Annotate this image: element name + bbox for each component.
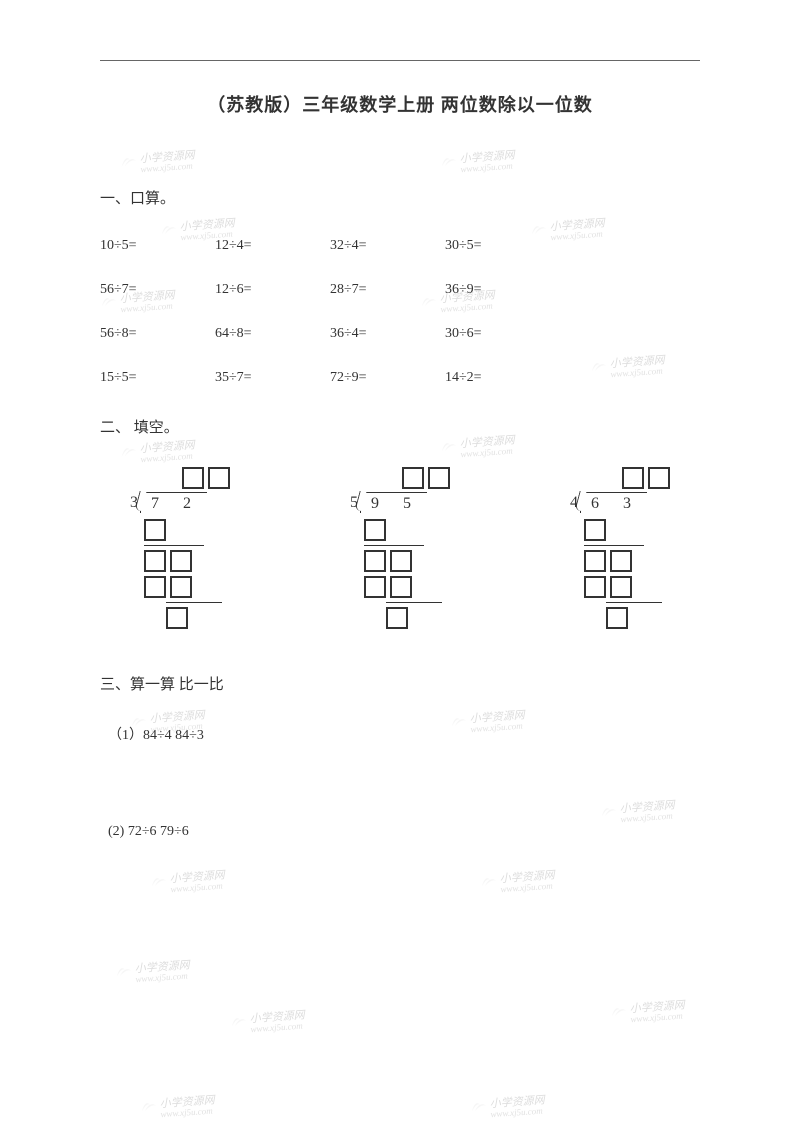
watermark: 小学资源网www.xj5u.com (469, 1092, 545, 1121)
dividend: 9 5 (367, 495, 421, 512)
page: （苏教版）三年级数学上册 两位数除以一位数 一、口算。 10÷5= 12÷4= … (0, 0, 800, 960)
answer-box (584, 550, 606, 572)
dividend: 7 2 (147, 495, 201, 512)
dividend-wrap: 6 3 (580, 492, 647, 513)
dividend-wrap: 7 2 (140, 492, 207, 513)
long-division: 5 9 5 (330, 467, 470, 633)
sub-rule (606, 602, 662, 603)
dividend-wrap: 9 5 (360, 492, 427, 513)
sub-rule (364, 545, 424, 546)
division-line: 3 7 2 (130, 492, 250, 513)
prob-row: 15÷5= 35÷7= 72÷9= 14÷2= (100, 370, 700, 386)
answer-box (364, 576, 386, 598)
prob-cell: 36÷9= (445, 282, 560, 298)
prob-row: 10÷5= 12÷4= 32÷4= 30÷5= (100, 238, 700, 254)
watermark: 小学资源网www.xj5u.com (229, 1007, 305, 1036)
sub-rule (386, 602, 442, 603)
prob-cell: 28÷7= (330, 282, 445, 298)
answer-box (182, 467, 204, 489)
answer-box (144, 576, 166, 598)
answer-box (606, 607, 628, 629)
answer-box (364, 550, 386, 572)
long-division: 3 7 2 (110, 467, 250, 633)
prob-row: 56÷8= 64÷8= 36÷4= 30÷6= (100, 326, 700, 342)
answer-box (364, 519, 386, 541)
prob-cell: 72÷9= (330, 370, 445, 386)
sub-rule (166, 602, 222, 603)
compare-item: (2) 72÷6 79÷6 (100, 824, 700, 840)
section1-heading: 一、口算。 (100, 187, 700, 208)
answer-box (428, 467, 450, 489)
work-area (364, 519, 470, 629)
section2-heading: 二、 填空。 (100, 416, 700, 437)
prob-cell: 56÷7= (100, 282, 215, 298)
prob-cell: 10÷5= (100, 238, 215, 254)
sub-rule (144, 545, 204, 546)
prob-cell: 56÷8= (100, 326, 215, 342)
prob-row: 56÷7= 12÷6= 28÷7= 36÷9= (100, 282, 700, 298)
answer-box (584, 576, 606, 598)
watermark: 小学资源网www.xj5u.com (139, 1092, 215, 1121)
section1-problems: 10÷5= 12÷4= 32÷4= 30÷5= 56÷7= 12÷6= 28÷7… (100, 238, 700, 386)
answer-box (584, 519, 606, 541)
answer-box (402, 467, 424, 489)
answer-box (610, 576, 632, 598)
sub-rule (584, 545, 644, 546)
prob-cell: 12÷4= (215, 238, 330, 254)
top-rule (100, 60, 700, 61)
answer-box (622, 467, 644, 489)
prob-cell: 36÷4= (330, 326, 445, 342)
prob-cell: 32÷4= (330, 238, 445, 254)
division-line: 5 9 5 (350, 492, 470, 513)
answer-box (170, 576, 192, 598)
compare-item: （1）84÷4 84÷3 (100, 724, 700, 744)
watermark: 小学资源网www.xj5u.com (609, 997, 685, 1026)
long-division: 4 6 3 (550, 467, 690, 633)
quotient-boxes (110, 467, 250, 489)
answer-box (390, 576, 412, 598)
prob-cell: 64÷8= (215, 326, 330, 342)
answer-box (208, 467, 230, 489)
quotient-boxes (550, 467, 690, 489)
work-area (584, 519, 690, 629)
section3-heading: 三、算一算 比一比 (100, 673, 700, 694)
dividend: 6 3 (587, 495, 641, 512)
answer-box (648, 467, 670, 489)
page-title: （苏教版）三年级数学上册 两位数除以一位数 (100, 91, 700, 117)
prob-cell: 30÷5= (445, 238, 560, 254)
watermark: 小学资源网www.xj5u.com (114, 957, 190, 986)
answer-box (610, 550, 632, 572)
answer-box (166, 607, 188, 629)
prob-cell: 12÷6= (215, 282, 330, 298)
answer-box (386, 607, 408, 629)
prob-cell: 35÷7= (215, 370, 330, 386)
quotient-boxes (330, 467, 470, 489)
answer-box (144, 550, 166, 572)
work-area (144, 519, 250, 629)
prob-cell: 30÷6= (445, 326, 560, 342)
long-division-row: 3 7 2 5 9 5 (100, 467, 700, 633)
section3-items: （1）84÷4 84÷3 (2) 72÷6 79÷6 (100, 724, 700, 840)
prob-cell: 14÷2= (445, 370, 560, 386)
division-line: 4 6 3 (570, 492, 690, 513)
answer-box (390, 550, 412, 572)
prob-cell: 15÷5= (100, 370, 215, 386)
answer-box (144, 519, 166, 541)
answer-box (170, 550, 192, 572)
